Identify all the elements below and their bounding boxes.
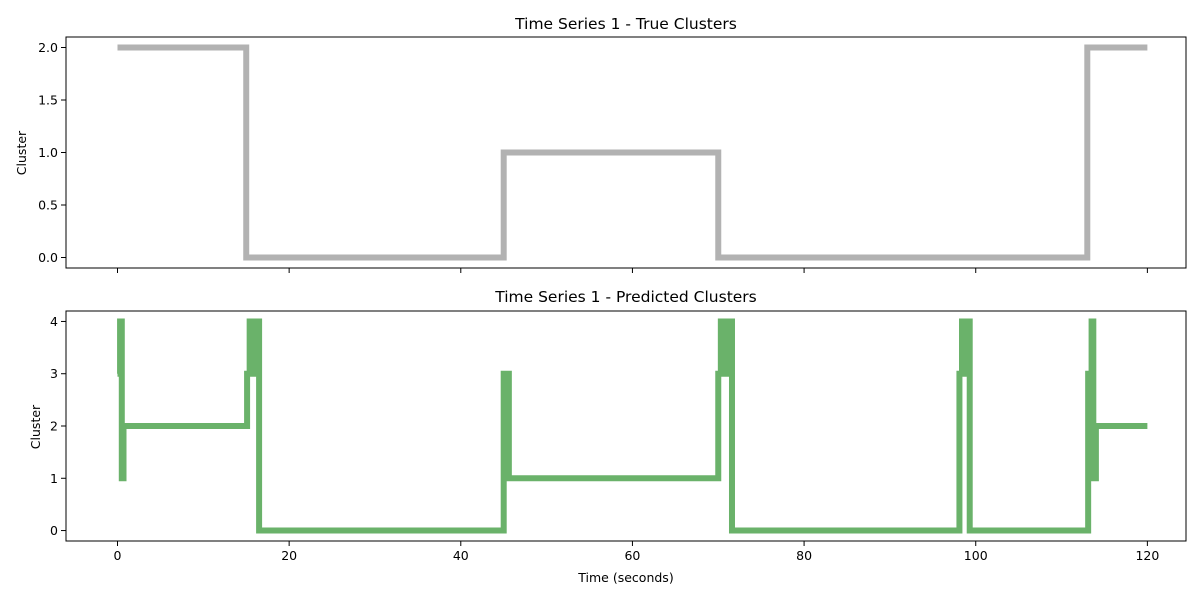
true-clusters-ytick-label: 1.0 bbox=[38, 145, 58, 160]
true-clusters-title: Time Series 1 - True Clusters bbox=[514, 15, 737, 33]
predicted-clusters-xtick-label: 60 bbox=[624, 548, 640, 563]
predicted-clusters-title: Time Series 1 - Predicted Clusters bbox=[494, 288, 757, 306]
predicted-clusters-panel: Time Series 1 - Predicted Clusters Clust… bbox=[28, 288, 1187, 585]
true-clusters-panel: Time Series 1 - True Clusters Cluster 0.… bbox=[14, 15, 1187, 273]
true-clusters-ytick-label: 2.0 bbox=[38, 40, 58, 55]
predicted-clusters-xtick-label: 120 bbox=[1135, 548, 1159, 563]
predicted-clusters-ytick-label: 2 bbox=[50, 419, 58, 434]
predicted-clusters-ytick-label: 0 bbox=[50, 523, 58, 538]
true-clusters-ytick-label: 1.5 bbox=[38, 93, 58, 108]
true-clusters-ylabel: Cluster bbox=[14, 130, 29, 175]
predicted-clusters-xlabel: Time (seconds) bbox=[577, 570, 673, 585]
predicted-clusters-ytick-label: 4 bbox=[50, 314, 58, 329]
predicted-clusters-series-line bbox=[117, 318, 1148, 534]
predicted-clusters-xtick-label: 0 bbox=[114, 548, 122, 563]
true-clusters-series-line bbox=[117, 44, 1148, 261]
predicted-clusters-xtick-label: 40 bbox=[453, 548, 469, 563]
predicted-clusters-ylabel: Cluster bbox=[28, 404, 43, 449]
predicted-clusters-xtick-label: 20 bbox=[281, 548, 297, 563]
true-clusters-ytick-label: 0.0 bbox=[38, 250, 58, 265]
predicted-clusters-xtick-label: 100 bbox=[964, 548, 988, 563]
predicted-clusters-ytick-label: 3 bbox=[50, 366, 58, 381]
predicted-clusters-xtick-label: 80 bbox=[796, 548, 812, 563]
true-clusters-ytick-label: 0.5 bbox=[38, 198, 58, 213]
predicted-clusters-ytick-label: 1 bbox=[50, 471, 58, 486]
